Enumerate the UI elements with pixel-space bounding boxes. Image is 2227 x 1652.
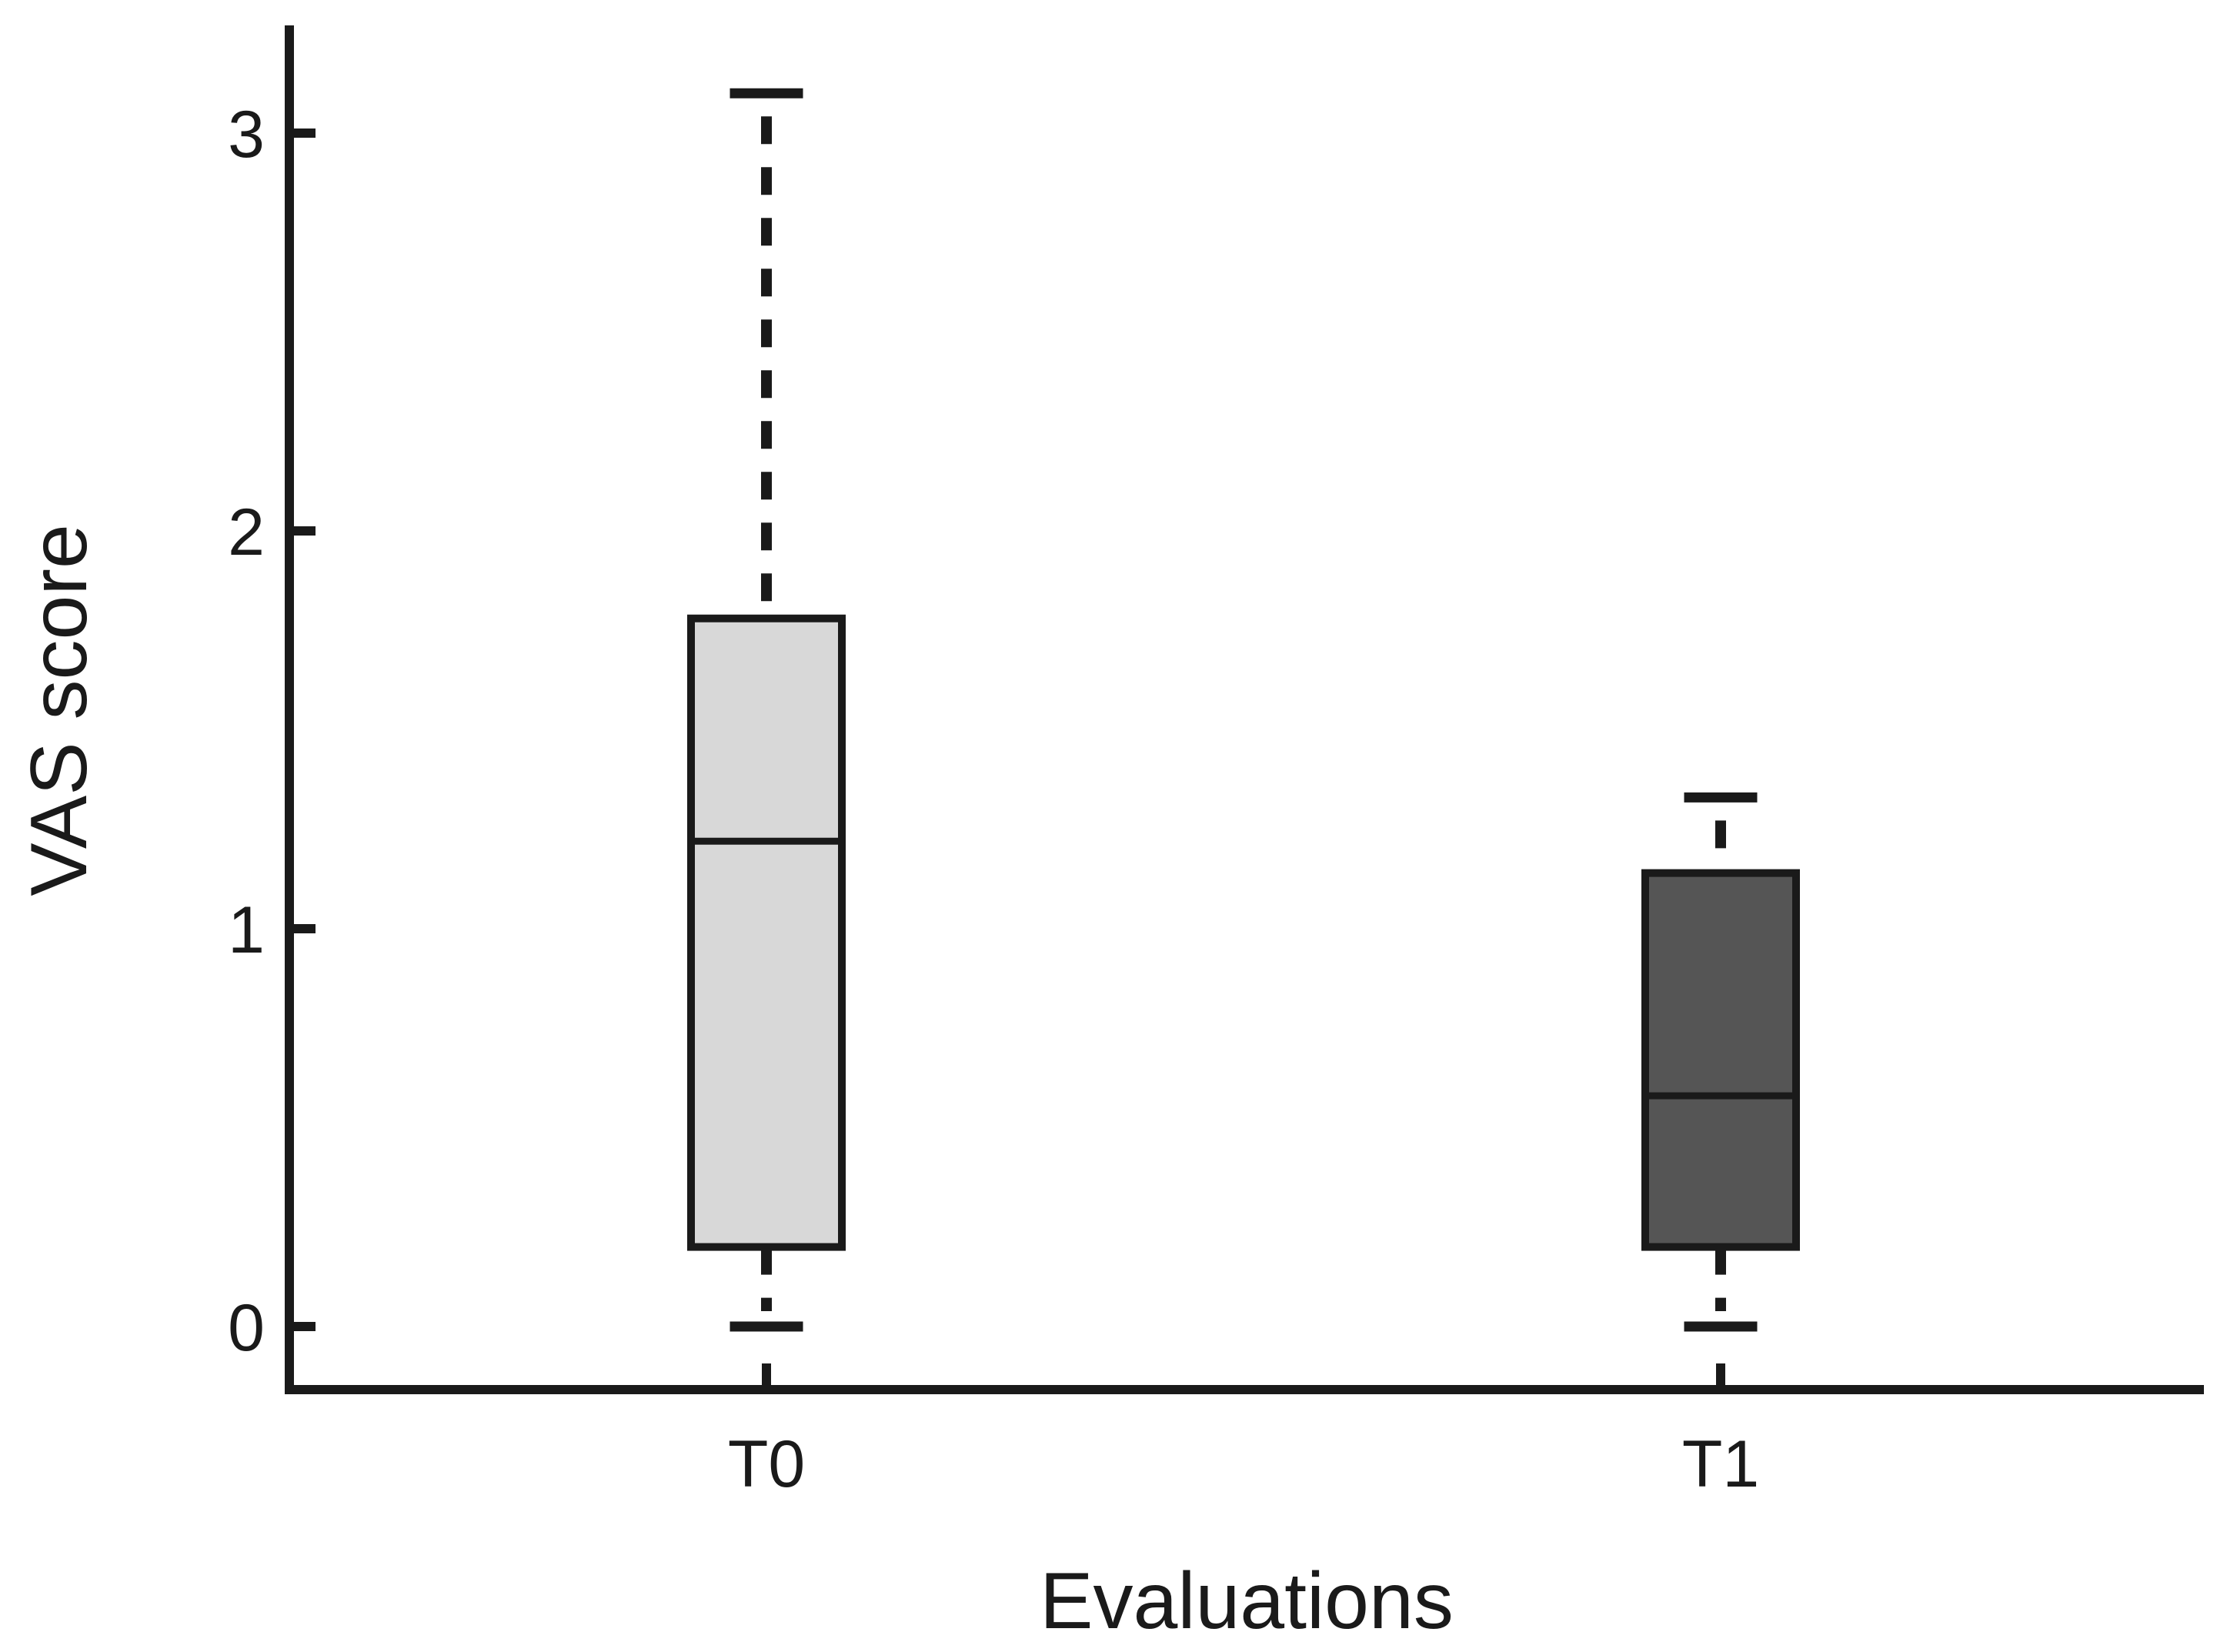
- x-axis-title: Evaluations: [1040, 1557, 1454, 1646]
- box-T1: [1641, 869, 1800, 1251]
- y-tick-label: 2: [228, 496, 265, 569]
- y-tick-label: 0: [228, 1291, 265, 1365]
- x-tick-label-T0: T0: [728, 1427, 805, 1501]
- x-tick-label-T1: T1: [1682, 1427, 1759, 1501]
- y-axis-title: VAS score: [15, 524, 104, 896]
- y-tick-label: 1: [228, 893, 265, 967]
- box-T0: [687, 614, 846, 1251]
- y-tick-label: 3: [228, 98, 265, 172]
